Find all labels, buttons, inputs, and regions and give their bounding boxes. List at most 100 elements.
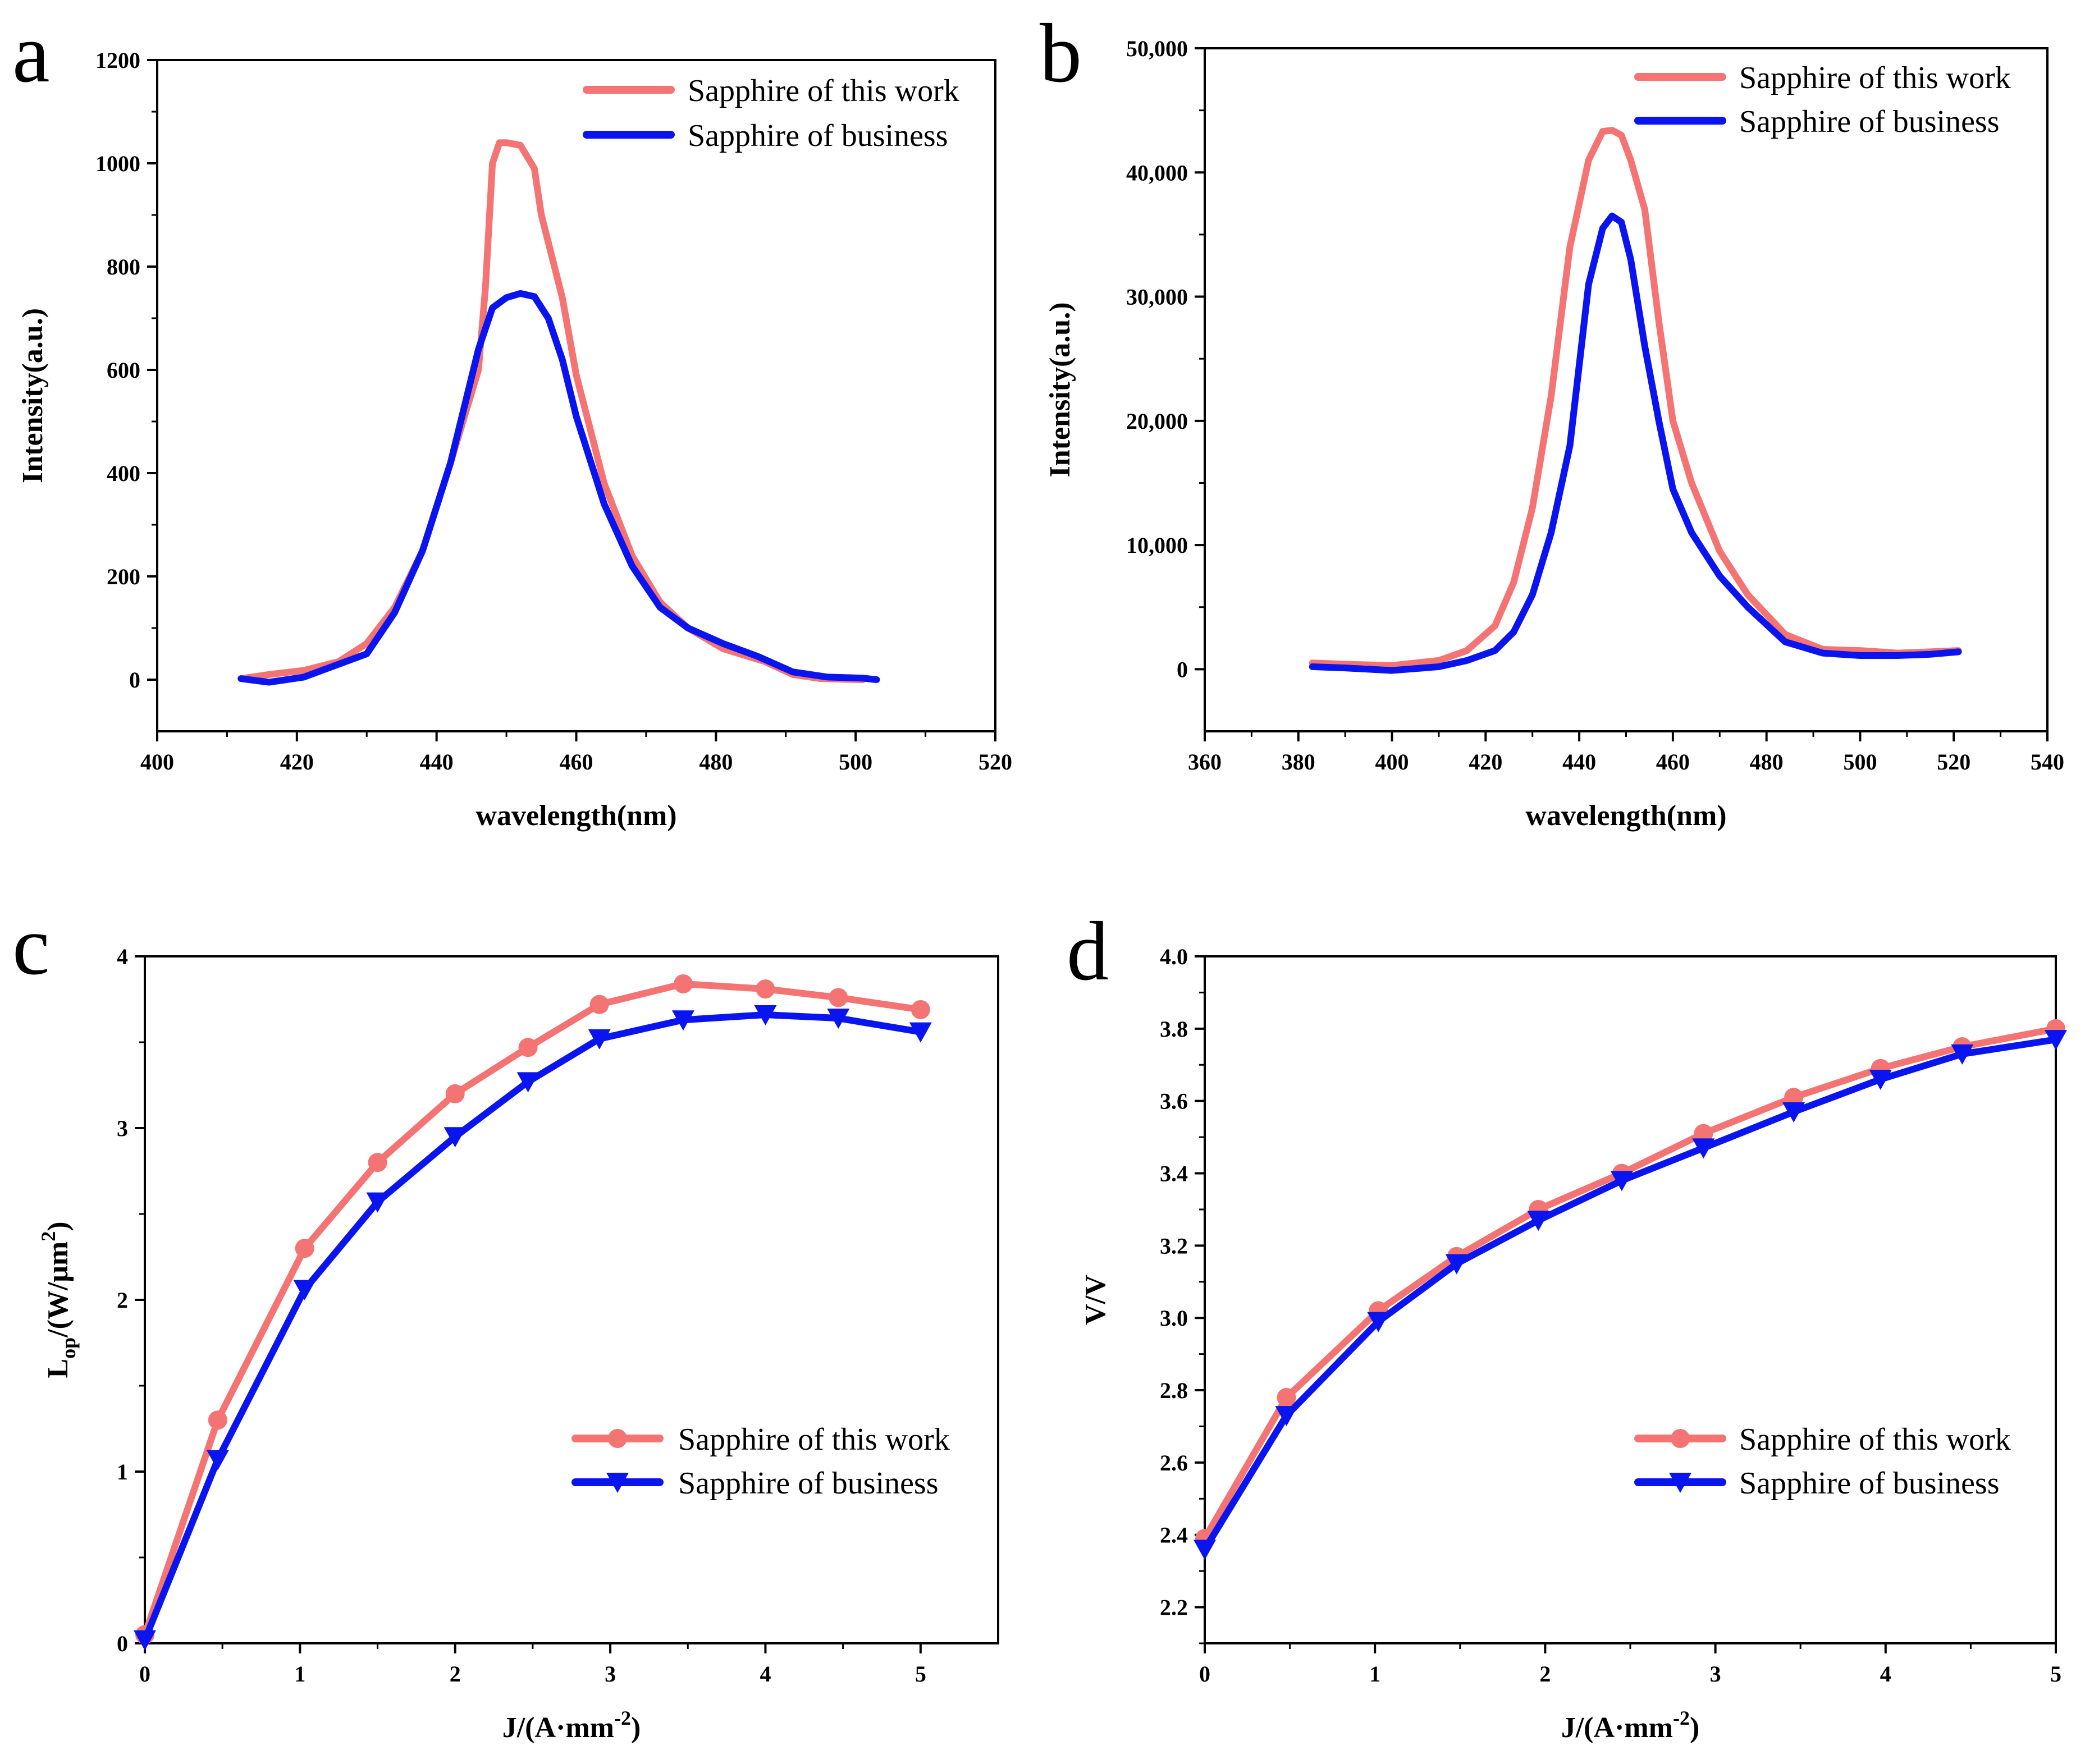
data-point bbox=[909, 1022, 932, 1043]
series-group bbox=[237, 139, 880, 686]
x-axis-label: J/(A·mm-2) bbox=[502, 1707, 641, 1744]
data-point bbox=[673, 974, 693, 993]
y-axis-label-sup: 2 bbox=[37, 1231, 60, 1241]
x-tick-label: 4 bbox=[760, 1661, 771, 1687]
legend-label-this-work: Sapphire of this work bbox=[1739, 1422, 2011, 1457]
data-point bbox=[1527, 1211, 1550, 1231]
y-tick-label: 0 bbox=[117, 1631, 128, 1656]
y-tick-label: 600 bbox=[107, 358, 140, 383]
series-this-work bbox=[1309, 127, 1962, 669]
y-tick-label: 2.2 bbox=[1160, 1595, 1188, 1620]
y-tick-label: 40,000 bbox=[1126, 160, 1188, 185]
series-business bbox=[1194, 1030, 2067, 1560]
data-point bbox=[1784, 1088, 1804, 1107]
legend-marker-this-work bbox=[608, 1429, 627, 1448]
series-business bbox=[134, 1005, 932, 1651]
x-tick-label: 460 bbox=[1656, 749, 1690, 775]
x-tick-label: 440 bbox=[420, 749, 454, 775]
data-point bbox=[443, 1127, 467, 1148]
y-tick-label: 3.2 bbox=[1160, 1233, 1188, 1258]
legend-label-this-work: Sapphire of this work bbox=[1739, 61, 2011, 95]
x-tick-label: 400 bbox=[1375, 749, 1409, 775]
data-point bbox=[295, 1239, 314, 1258]
legend-label-this-work: Sapphire of this work bbox=[688, 74, 959, 108]
data-point bbox=[445, 1084, 465, 1103]
x-tick-label: 0 bbox=[1199, 1661, 1210, 1687]
x-tick-label: 500 bbox=[1843, 749, 1877, 775]
y-tick-label: 30,000 bbox=[1126, 285, 1188, 310]
y-tick-label: 200 bbox=[107, 564, 140, 589]
series-line bbox=[1309, 127, 1962, 669]
data-point bbox=[1869, 1070, 1892, 1091]
y-tick-label: 2 bbox=[117, 1288, 128, 1313]
x-axis-label-sup: -2 bbox=[614, 1707, 631, 1729]
legend: Sapphire of this work Sapphire of busine… bbox=[571, 1422, 950, 1501]
legend-marker bbox=[606, 1473, 629, 1493]
legend-label-business: Sapphire of business bbox=[1739, 104, 2000, 139]
data-point bbox=[1367, 1312, 1390, 1332]
x-tick-label: 360 bbox=[1188, 749, 1222, 775]
x-axis-label-main: J/(A·mm bbox=[1561, 1712, 1673, 1744]
x-tick-label: 520 bbox=[979, 749, 1012, 775]
data-point bbox=[134, 1630, 156, 1651]
series-group bbox=[1309, 127, 1962, 674]
legend-label-this-work: Sapphire of this work bbox=[678, 1422, 950, 1457]
legend-marker bbox=[1671, 1429, 1690, 1448]
series-business bbox=[237, 290, 880, 686]
axes-ticks: 0 1 2 3 4 5 0 1 2 3 4 bbox=[117, 944, 926, 1687]
x-tick-label: 1 bbox=[294, 1661, 305, 1687]
y-tick-label: 3.0 bbox=[1160, 1305, 1188, 1331]
panel-label-d: d bbox=[1067, 905, 1109, 998]
y-axis-label: Lop/(W/μm2) bbox=[37, 1221, 80, 1378]
data-point bbox=[1277, 1387, 1296, 1407]
y-tick-label: 10,000 bbox=[1126, 533, 1188, 558]
data-point bbox=[911, 1000, 930, 1019]
x-tick-label: 3 bbox=[605, 1661, 616, 1687]
data-point bbox=[208, 1410, 227, 1430]
y-tick-label: 3.8 bbox=[1160, 1016, 1188, 1042]
y-tick-label: 3.6 bbox=[1160, 1089, 1188, 1114]
data-point bbox=[754, 1005, 777, 1026]
x-tick-label: 2 bbox=[450, 1661, 461, 1687]
panel-label-b: b bbox=[1040, 7, 1082, 100]
axes-ticks: 360 380 400 420 440 460 480 500 520 540 0 10,000 20,… bbox=[1126, 36, 2064, 775]
data-point bbox=[366, 1192, 389, 1213]
y-tick-label: 0 bbox=[129, 667, 140, 693]
y-tick-label: 3 bbox=[117, 1116, 128, 1141]
data-point bbox=[1445, 1254, 1468, 1275]
x-tick-label: 4 bbox=[1880, 1661, 1891, 1687]
panel-label-c: c bbox=[12, 899, 50, 992]
y-axis-label-main: L bbox=[42, 1359, 74, 1378]
x-tick-label: 480 bbox=[1750, 749, 1784, 775]
data-point bbox=[516, 1072, 539, 1093]
data-point bbox=[1275, 1406, 1298, 1427]
legend: Sapphire of this work Sapphire of busine… bbox=[583, 74, 959, 153]
data-point bbox=[368, 1153, 387, 1172]
series-line bbox=[237, 290, 880, 686]
legend-marker bbox=[1669, 1473, 1691, 1493]
x-tick-label: 400 bbox=[140, 749, 174, 775]
y-tick-label: 800 bbox=[107, 254, 140, 280]
data-point bbox=[1610, 1171, 1633, 1192]
y-tick-label: 2.4 bbox=[1160, 1523, 1188, 1548]
y-tick-label: 3.4 bbox=[1160, 1161, 1188, 1186]
legend-marker-business bbox=[1669, 1473, 1691, 1493]
series-group bbox=[1194, 1019, 2067, 1560]
data-point bbox=[827, 1009, 850, 1029]
legend-label-business: Sapphire of business bbox=[678, 1466, 939, 1501]
data-point bbox=[1194, 1540, 1216, 1560]
y-tick-label: 2.6 bbox=[1160, 1450, 1188, 1476]
x-tick-label: 1 bbox=[1369, 1661, 1380, 1687]
y-axis-label-mid: /(W/μm bbox=[42, 1241, 74, 1338]
axes-ticks: 400 420 440 460 480 500 520 0 200 400 600 800 1000 12… bbox=[95, 48, 1012, 775]
x-tick-label: 540 bbox=[2031, 749, 2064, 775]
panel-label-a: a bbox=[12, 7, 50, 100]
y-tick-label: 1000 bbox=[95, 151, 140, 176]
x-axis-label-main: J/(A·mm bbox=[502, 1712, 614, 1744]
x-axis-label-sup: -2 bbox=[1673, 1707, 1690, 1729]
data-point bbox=[1951, 1044, 1974, 1065]
y-tick-label: 1 bbox=[117, 1459, 128, 1484]
data-point bbox=[829, 988, 848, 1007]
